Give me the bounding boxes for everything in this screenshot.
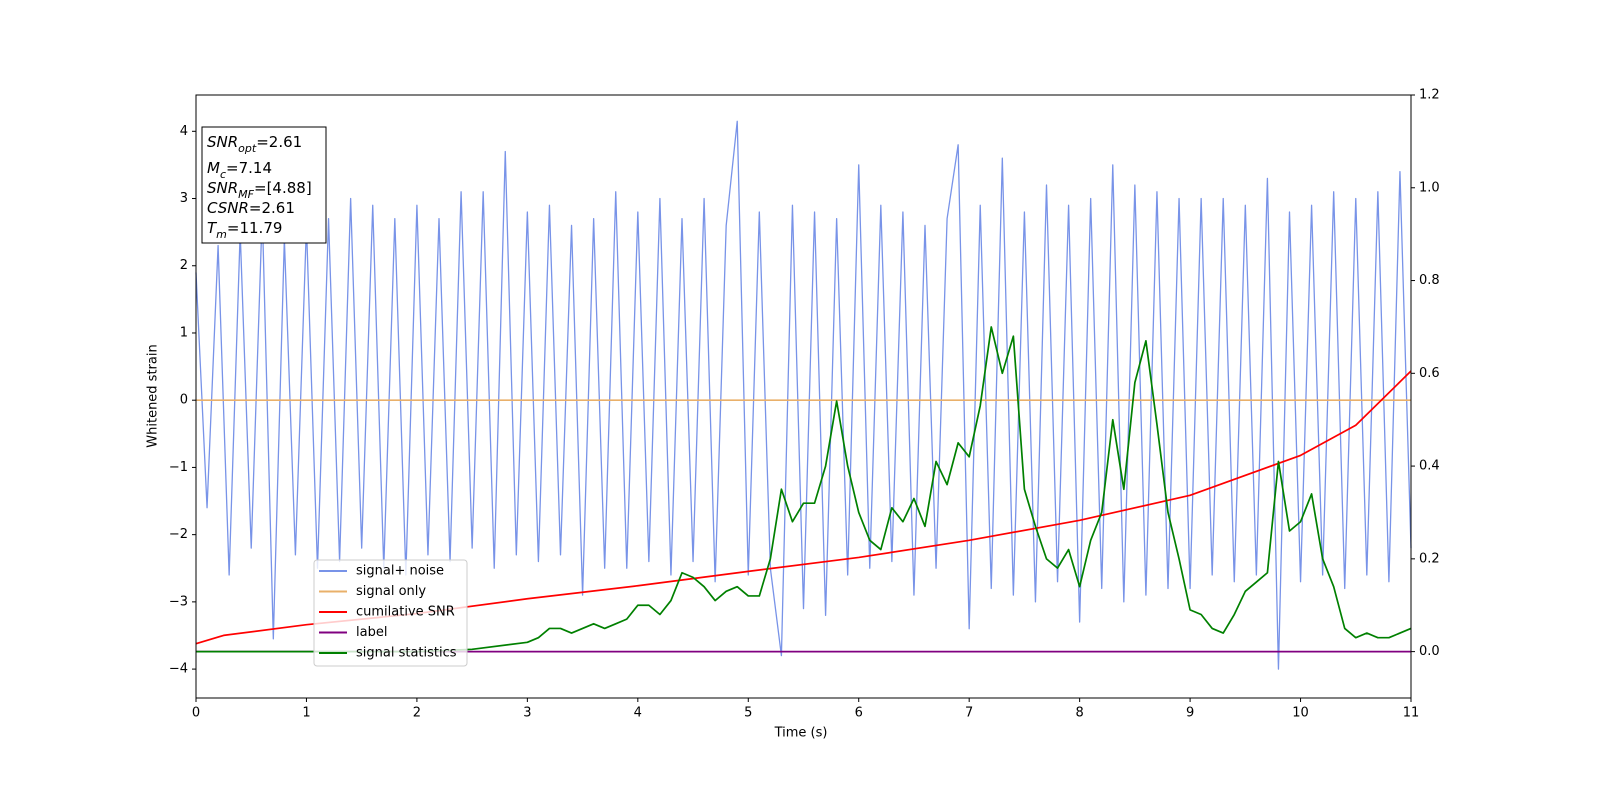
x-tick-label: 10 xyxy=(1292,706,1309,721)
legend-label: cumilative SNR xyxy=(356,605,455,620)
y2-tick-label: 1.0 xyxy=(1419,180,1440,195)
annotation-line: Tm=11.79 xyxy=(207,219,282,241)
x-tick-label: 6 xyxy=(855,706,863,721)
x-tick-label: 11 xyxy=(1403,706,1420,721)
x-tick-label: 5 xyxy=(744,706,752,721)
y-tick-label: 3 xyxy=(180,191,188,206)
annotation-line: SNRMF=[4.88] xyxy=(207,179,312,201)
annotation-subscript: m xyxy=(216,228,227,241)
annotation-symbol: M xyxy=(207,159,220,177)
y2-tick-label: 0.8 xyxy=(1419,273,1440,288)
annotation-value: =11.79 xyxy=(227,219,283,237)
y-tick-label: 1 xyxy=(180,325,188,340)
y-tick-label: 0 xyxy=(180,393,188,408)
x-tick-label: 3 xyxy=(523,706,531,721)
annotation-value: =[4.88] xyxy=(254,179,312,197)
y2-tick-label: 0.6 xyxy=(1419,366,1440,381)
annotation-subscript: c xyxy=(220,168,226,181)
annotation-symbol: T xyxy=(207,219,218,237)
annotation-box xyxy=(201,126,327,244)
x-tick-label: 2 xyxy=(413,706,421,721)
y-tick-label: −3 xyxy=(169,594,188,609)
y-tick-label: −2 xyxy=(169,527,188,542)
legend-label: signal+ noise xyxy=(356,564,444,579)
series-line xyxy=(195,120,1412,670)
x-tick-label: 0 xyxy=(192,706,200,721)
x-tick-label: 9 xyxy=(1186,706,1194,721)
y2-tick-label: 0.0 xyxy=(1419,644,1440,659)
annotation-line: SNRopt=2.61 xyxy=(207,133,302,155)
annotation-subscript: opt xyxy=(238,142,257,155)
legend-label: label xyxy=(356,625,387,640)
y-tick-label: 4 xyxy=(180,124,188,139)
y2-tick-label: 0.4 xyxy=(1419,459,1440,474)
x-tick-label: 1 xyxy=(302,706,310,721)
annotation-line: CSNR=2.61 xyxy=(207,199,295,217)
x-tick-label: 4 xyxy=(634,706,642,721)
legend-label: signal only xyxy=(356,584,426,599)
plot-frame xyxy=(195,94,1412,699)
y2-tick-label: 0.2 xyxy=(1419,551,1440,566)
annotation-symbol: SNR xyxy=(207,179,238,197)
legend-label: signal statistics xyxy=(356,646,457,661)
y-tick-label: −4 xyxy=(169,662,188,677)
series-line xyxy=(196,326,1412,653)
annotation-line: Mc=7.14 xyxy=(207,159,272,181)
annotation-value: =2.61 xyxy=(249,199,295,217)
x-tick-label: 7 xyxy=(965,706,973,721)
x-tick-label: 8 xyxy=(1075,706,1083,721)
annotation-subscript: MF xyxy=(238,188,254,201)
legend-box xyxy=(313,559,468,667)
y-tick-label: 2 xyxy=(180,258,188,273)
y2-tick-label: 1.2 xyxy=(1419,88,1440,103)
annotation-symbol: SNR xyxy=(207,133,238,151)
annotation-value: =2.61 xyxy=(256,133,302,151)
x-axis-label: Time (s) xyxy=(774,726,828,741)
annotation-symbol: CSNR xyxy=(207,199,249,217)
y-axis-label: Whitened strain xyxy=(146,344,161,447)
annotation-value: =7.14 xyxy=(226,159,272,177)
y-tick-label: −1 xyxy=(169,460,188,475)
